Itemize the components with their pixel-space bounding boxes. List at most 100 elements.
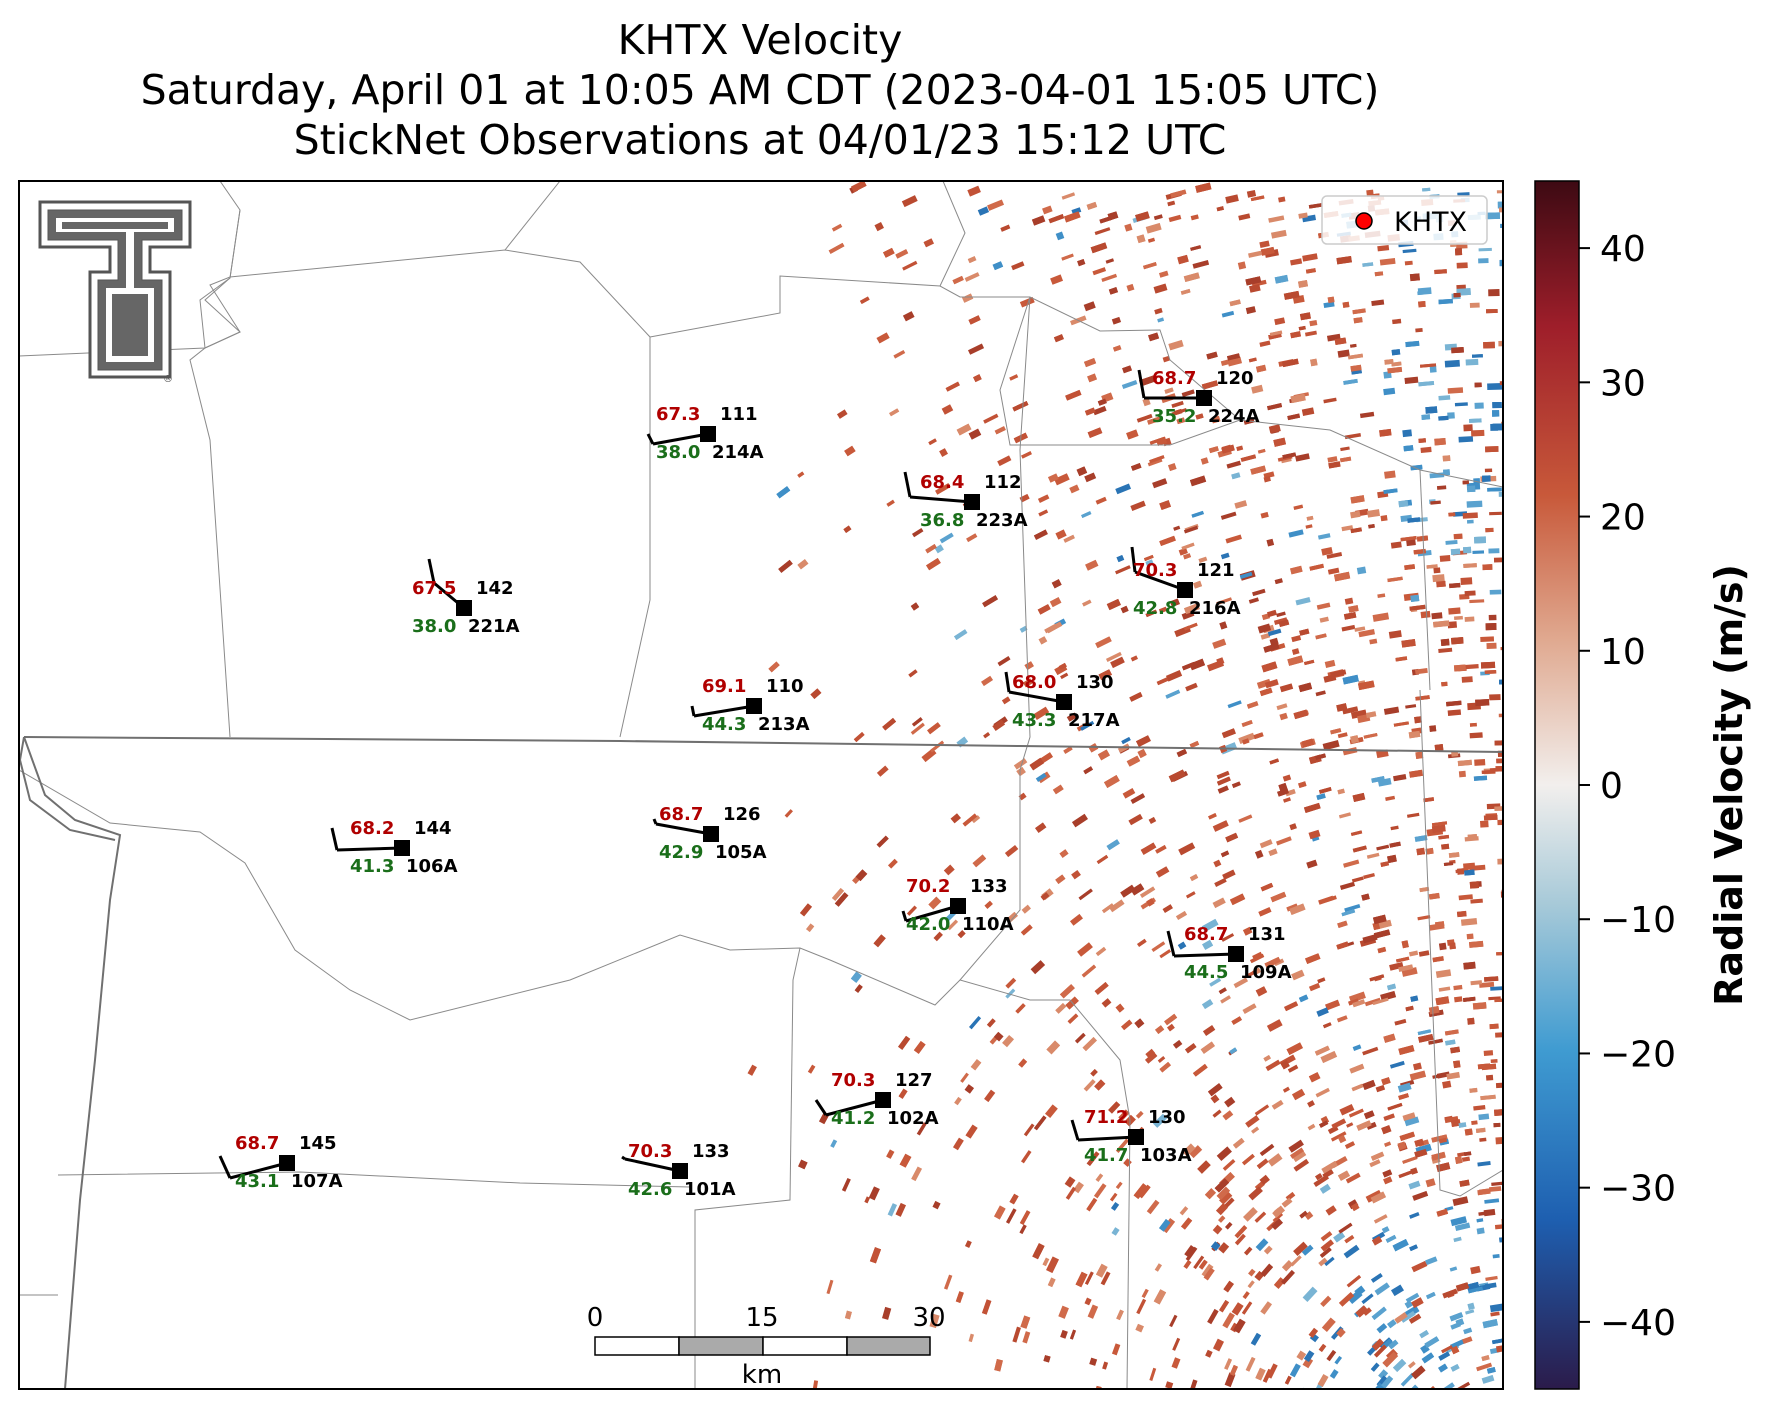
radar-gate [1516, 569, 1524, 574]
radar-gate [1263, 642, 1280, 653]
radar-gate [1418, 950, 1430, 957]
radar-gate [1214, 877, 1227, 887]
radar-gate [1145, 1052, 1158, 1064]
radar-gate [1470, 1265, 1481, 1275]
radar-gate [1031, 215, 1046, 226]
radar-gate [1457, 759, 1472, 767]
radar-gate [923, 238, 934, 248]
radar-gate [1409, 1244, 1418, 1252]
radar-gate [1515, 1006, 1522, 1012]
radar-gate [1379, 258, 1396, 266]
state-boundaries [19, 736, 1503, 1389]
radar-gate [1231, 472, 1241, 480]
radar-gate [1507, 234, 1518, 239]
radar-gate [1175, 910, 1188, 921]
radar-gate [1233, 1318, 1246, 1334]
radar-gate [1133, 1183, 1148, 1200]
radar-gate [1462, 1336, 1473, 1344]
radar-gate [1463, 1151, 1472, 1157]
radar-gate [1193, 1255, 1205, 1270]
radar-gate [913, 1040, 926, 1054]
radar-gate [1513, 1129, 1522, 1136]
radar-gate [1357, 680, 1375, 691]
radar-gate [1135, 211, 1150, 222]
radar-gate [1165, 1381, 1174, 1389]
radar-gate [1143, 261, 1157, 270]
radar-gate [1330, 728, 1342, 735]
radar-gate [1183, 272, 1200, 283]
radar-gate [1282, 358, 1299, 368]
radar-gate [1398, 964, 1414, 972]
radar-gate [886, 1149, 895, 1159]
radar-gate [876, 765, 889, 777]
radar-gate [1082, 599, 1092, 607]
radar-gate [1301, 407, 1315, 417]
radar-gate [1134, 1018, 1145, 1029]
radar-gate [1402, 1156, 1418, 1164]
radar-gate [1229, 893, 1246, 906]
station-105A: 68.7 126 42.9 105A [652, 804, 767, 863]
radar-gate [1121, 380, 1138, 390]
radar-gate [1338, 1222, 1353, 1234]
radar-gate [1064, 211, 1081, 223]
radar-gate [1515, 649, 1531, 652]
radar-gate [1508, 587, 1517, 591]
station-dewpoint: 41.7 [1084, 1145, 1128, 1166]
map-legend: KHTX [1321, 195, 1488, 245]
radar-gate [966, 533, 978, 543]
radar-gate [1169, 598, 1180, 608]
radar-gate [1106, 598, 1121, 611]
radar-gate [1168, 769, 1186, 783]
station-temperature: 68.7 [1152, 368, 1196, 389]
station-221A: 67.5 142 38.0 221A [412, 558, 520, 637]
radar-gate [1222, 869, 1236, 880]
station-dewpoint: 41.3 [350, 856, 394, 877]
radar-gate [1102, 1361, 1109, 1370]
radar-gate [1441, 1345, 1453, 1354]
radar-gate [1279, 683, 1294, 693]
radar-gate [1189, 658, 1206, 671]
radar-gate [1325, 1205, 1337, 1216]
radar-gate [1308, 829, 1321, 840]
station-102A: 70.3 127 41.2 102A [814, 1070, 939, 1129]
radar-gate [1107, 211, 1119, 221]
radar-gate [1159, 1061, 1171, 1073]
radar-gate [1436, 1208, 1449, 1217]
radar-gate [1311, 836, 1320, 842]
radar-gate [1515, 1014, 1523, 1019]
radar-gate [1231, 1016, 1242, 1025]
radar-gate [1111, 1227, 1120, 1236]
radar-gate [1454, 402, 1468, 407]
radar-gate [1458, 770, 1466, 778]
radar-gate [1342, 746, 1358, 756]
radar-gate [1154, 1263, 1163, 1272]
radar-gate [1513, 838, 1528, 845]
radar-gate [1145, 559, 1154, 567]
radar-gate [1520, 393, 1528, 400]
radar-gate [883, 247, 895, 258]
radar-gate [984, 1089, 996, 1103]
map-area: 67.3 111 38.0 214A 68.7 120 35.2 224A 68.4 112 36.… [19, 181, 1531, 1389]
radar-gate [1259, 340, 1271, 347]
figure-subtitle-time: Saturday, April 01 at 10:05 AM CDT (2023… [140, 66, 1380, 114]
radar-gate [1040, 892, 1050, 901]
radar-gate [1428, 892, 1440, 900]
radar-gate [943, 1274, 953, 1290]
radar-gate [1445, 540, 1458, 545]
radar-gate [993, 1031, 1004, 1042]
radar-gate [1469, 732, 1483, 739]
radar-gate [1268, 424, 1281, 434]
station-213A: 69.1 110 44.3 213A [690, 676, 810, 735]
radar-gate [1343, 611, 1357, 620]
radar-gate [1486, 642, 1497, 650]
radar-gate [1089, 1357, 1098, 1366]
radar-gate [1438, 647, 1453, 653]
radar-gate [1218, 987, 1227, 995]
radar-gate [1339, 456, 1352, 463]
radar-gate [1219, 1191, 1233, 1205]
radar-gate [1049, 597, 1062, 608]
radar-gate [1024, 661, 1034, 671]
radar-gate [1464, 616, 1475, 622]
radar-gate [1461, 676, 1473, 683]
radar-gate [1327, 456, 1338, 463]
